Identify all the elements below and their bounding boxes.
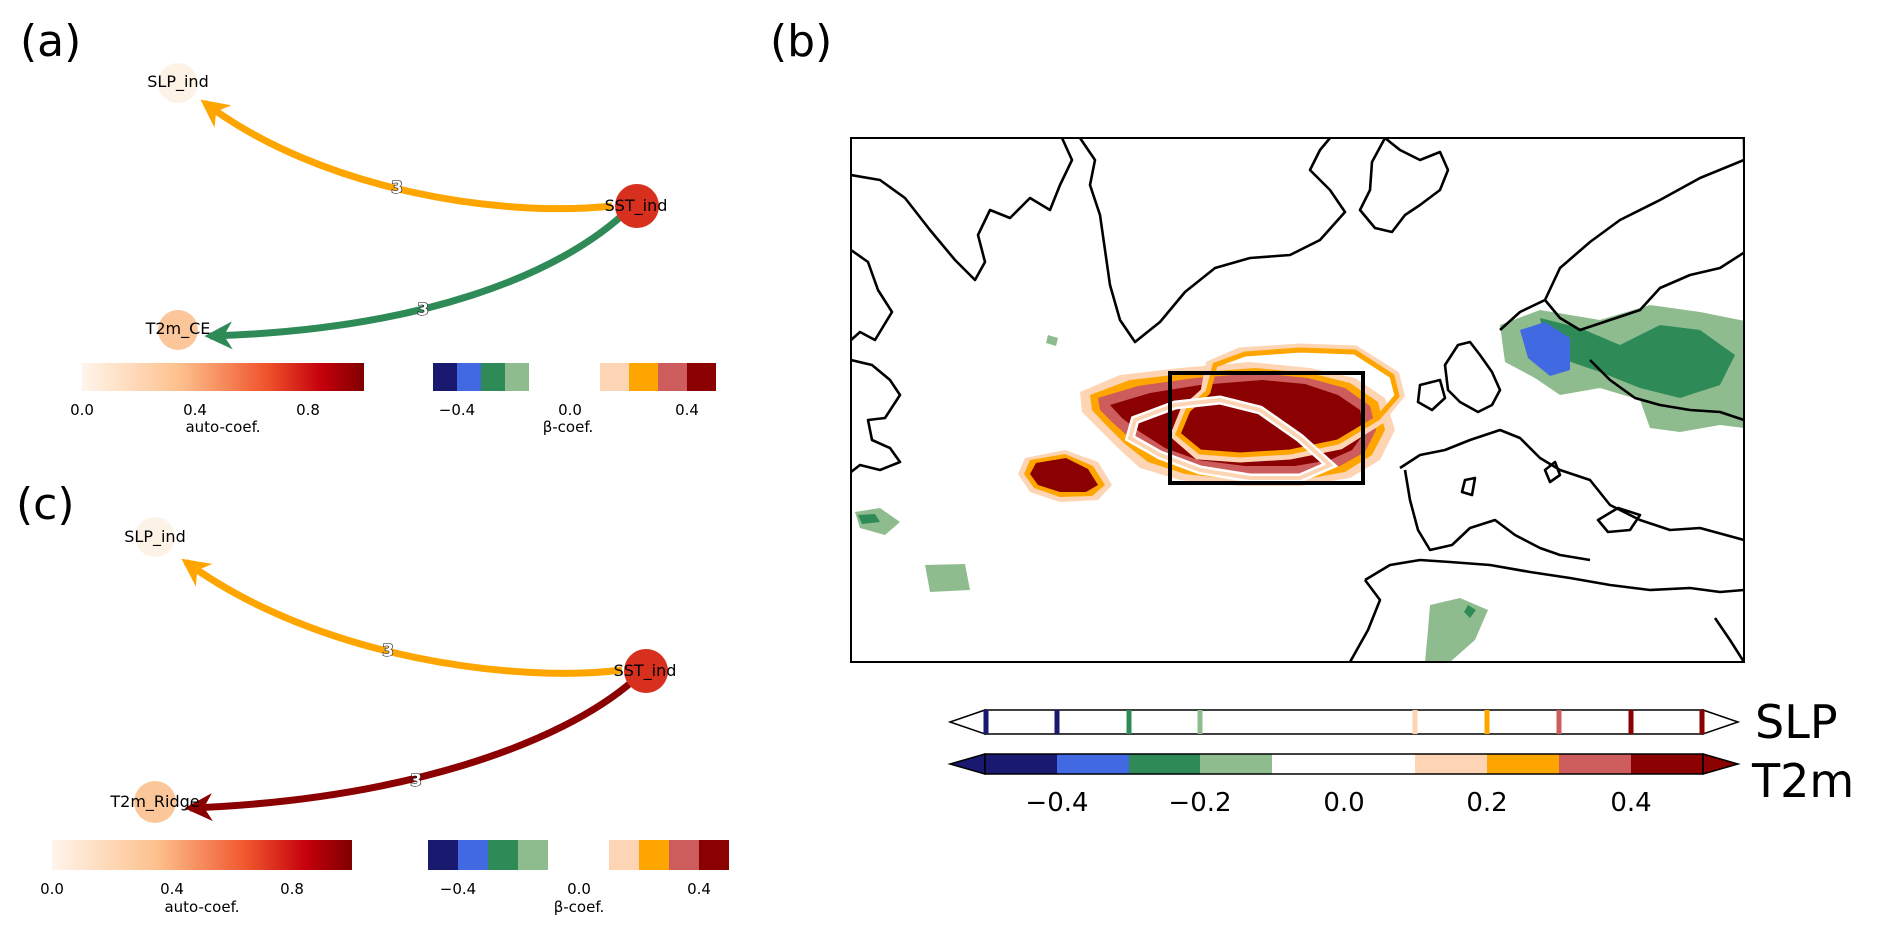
beta-a-cell-6 (658, 363, 687, 391)
beta-a-cell-7 (687, 363, 716, 391)
t2m-tick-0: −0.4 (1025, 788, 1088, 818)
beta-tick-a-1: 0.0 (558, 401, 582, 419)
map (851, 138, 1744, 662)
coastlines (851, 138, 1744, 662)
auto-tick-a-2: 0.8 (296, 401, 320, 419)
beta-c-cell-3 (518, 840, 548, 870)
slp-contours (1124, 343, 1405, 483)
beta-c-cell-6 (669, 840, 699, 870)
beta-tick-a-0: −0.4 (439, 401, 475, 419)
auto-title-c: auto-coef. (164, 898, 239, 916)
beta-c-cell-5 (639, 840, 669, 870)
panel-a: (a) SLP_ind SST_ind T2m_CE 3 3 0.0 0.4 0… (20, 16, 716, 436)
edge-sst-t2m-label: 3 (417, 300, 429, 320)
panel-a-label: (a) (20, 16, 81, 67)
beta-tick-c-0: −0.4 (440, 880, 476, 898)
node-sst-c (624, 649, 668, 693)
node-sst-c-label: SST_ind (614, 661, 677, 681)
beta-a-cell-1 (457, 363, 481, 391)
map-frame (850, 137, 1745, 663)
auto-title-a: auto-coef. (185, 418, 260, 436)
beta-tick-c-1: 0.0 (567, 880, 591, 898)
panel-b-label: (b) (770, 16, 832, 67)
t2m-negative-regions (855, 305, 1744, 662)
beta-c-cell-1 (458, 840, 488, 870)
t2m-colorbar: T2m −0.4 −0.2 0.0 0.2 0.4 (947, 753, 1854, 818)
beta-c-cell-7 (699, 840, 729, 870)
beta-a-cell-2 (481, 363, 505, 391)
beta-a-cell-0 (433, 363, 457, 391)
node-t2m-c (134, 781, 176, 823)
beta-tick-a-2: 0.4 (675, 401, 699, 419)
beta-a-cell-3 (505, 363, 529, 391)
auto-tick-a-1: 0.4 (183, 401, 207, 419)
panel-c: (c) SLP_ind SST_ind T2m_Ridge 3 3 0.0 0.… (16, 479, 729, 916)
beta-colorbar-c: −0.4 0.0 0.4 β-coef. (428, 840, 729, 916)
auto-tick-c-1: 0.4 (160, 880, 184, 898)
auto-tick-c-0: 0.0 (40, 880, 64, 898)
beta-colorbar-a: −0.4 0.0 0.4 β-coef. (433, 363, 716, 436)
beta-c-cell-4 (609, 840, 639, 870)
node-slp-c (135, 517, 175, 557)
node-sst (615, 184, 659, 228)
edge-sst-to-t2m (204, 207, 631, 350)
node-sst-label: SST_ind (605, 196, 668, 216)
edge-sst-slp-c-label: 3 (382, 641, 394, 661)
beta-a-cell-4 (600, 363, 629, 391)
slp-colorbar-label: SLP (1755, 695, 1838, 749)
t2m-tick-2: 0.0 (1323, 788, 1364, 818)
edge-sst-slp-label: 3 (391, 178, 403, 198)
panel-b: (b) (770, 16, 1854, 818)
t2m-tick-3: 0.2 (1466, 788, 1507, 818)
edge-sst-to-slp (200, 99, 613, 213)
beta-tick-c-2: 0.4 (687, 880, 711, 898)
t2m-colorbar-label: T2m (1751, 754, 1854, 808)
beta-a-cell-5 (629, 363, 658, 391)
slp-colorbar: SLP (947, 695, 1838, 749)
node-slp-label: SLP_ind (147, 72, 208, 92)
sst-index-box (1168, 371, 1365, 485)
auto-tick-c-2: 0.8 (280, 880, 304, 898)
beta-title-a: β-coef. (543, 418, 594, 436)
auto-colorbar-a-fill (82, 363, 364, 391)
auto-colorbar-a: 0.0 0.4 0.8 auto-coef. (70, 363, 364, 436)
node-slp (158, 63, 198, 103)
node-t2m-c-label: T2m_Ridge (109, 792, 199, 812)
edge-sst-to-t2m-c (184, 677, 637, 822)
beta-c-cell-2 (488, 840, 518, 870)
edge-sst-to-slp-c (181, 558, 623, 677)
auto-colorbar-c: 0.0 0.4 0.8 auto-coef. (40, 840, 352, 916)
node-t2m-label: T2m_CE (145, 319, 211, 339)
auto-tick-a-0: 0.0 (70, 401, 94, 419)
node-slp-c-label: SLP_ind (124, 527, 185, 547)
beta-title-c: β-coef. (554, 898, 605, 916)
t2m-tick-1: −0.2 (1168, 788, 1231, 818)
beta-c-cell-0 (428, 840, 458, 870)
edge-sst-t2m-c-label: 3 (410, 771, 422, 791)
auto-colorbar-c-fill (52, 840, 352, 870)
node-t2m (158, 310, 198, 350)
panel-c-label: (c) (16, 479, 75, 530)
t2m-tick-4: 0.4 (1610, 788, 1651, 818)
